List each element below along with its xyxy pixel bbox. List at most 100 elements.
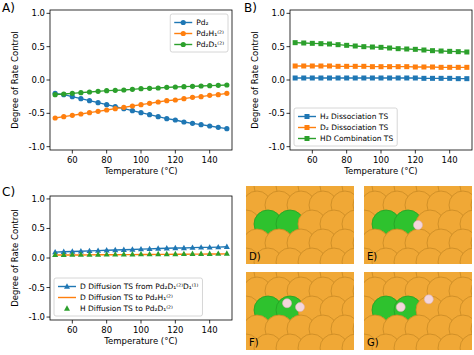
data-point xyxy=(86,251,92,256)
y-tick-label: 0.0 xyxy=(31,253,45,263)
legend-label: Pd₂H₁⁽²⁾ xyxy=(196,29,224,38)
y-tick xyxy=(47,46,51,47)
h-atom xyxy=(414,221,423,230)
x-tick-label: 140 xyxy=(442,155,458,165)
legend-box xyxy=(54,278,202,316)
au-atom xyxy=(246,334,260,350)
data-point xyxy=(336,42,341,47)
data-point xyxy=(224,244,230,249)
legend-swatch xyxy=(305,136,310,141)
data-point xyxy=(396,76,401,81)
data-point xyxy=(156,114,161,119)
data-point xyxy=(181,84,186,89)
y-tick xyxy=(287,13,291,14)
data-point xyxy=(147,251,153,256)
data-point xyxy=(190,121,195,126)
data-point xyxy=(112,251,118,256)
legend-swatch xyxy=(305,114,310,119)
data-point xyxy=(336,64,341,69)
data-point xyxy=(318,76,323,81)
data-point xyxy=(447,65,452,70)
x-tick-label: 100 xyxy=(133,155,149,165)
data-point xyxy=(61,91,66,96)
data-point xyxy=(70,91,75,96)
x-tick-label: 100 xyxy=(133,325,149,335)
data-point xyxy=(138,102,143,107)
y-tick xyxy=(47,113,51,114)
y-tick xyxy=(47,146,51,147)
x-axis-label: Temperature (°C) xyxy=(343,166,417,176)
y-tick-label: -1.0 xyxy=(28,312,45,322)
data-point xyxy=(95,251,101,256)
data-point xyxy=(164,245,170,250)
x-tick xyxy=(141,150,142,154)
chart-panel: C)6080100120140-1.0-0.50.00.51.0Temperat… xyxy=(2,185,232,346)
surface xyxy=(364,186,472,264)
data-point xyxy=(447,49,452,54)
data-point xyxy=(318,64,323,69)
data-point xyxy=(387,46,392,51)
data-point xyxy=(353,76,358,81)
data-point xyxy=(207,244,213,249)
panel-label: C) xyxy=(2,185,15,199)
data-point xyxy=(370,76,375,81)
data-point xyxy=(379,45,384,50)
data-point xyxy=(147,112,152,117)
data-point xyxy=(301,76,306,81)
data-point xyxy=(95,100,100,105)
data-point xyxy=(181,119,186,124)
data-point xyxy=(156,85,161,90)
data-point xyxy=(207,250,213,255)
legend-swatch xyxy=(58,297,76,298)
y-tick xyxy=(287,146,291,147)
x-tick xyxy=(72,320,73,324)
data-point xyxy=(361,64,366,69)
data-point xyxy=(413,47,418,52)
data-point xyxy=(61,114,66,119)
data-point xyxy=(70,113,75,118)
data-point xyxy=(310,41,315,46)
structure-image: D) xyxy=(210,153,381,276)
data-point xyxy=(130,87,135,92)
data-point xyxy=(198,83,203,88)
data-point xyxy=(430,48,435,53)
data-point xyxy=(95,89,100,94)
data-point xyxy=(104,251,110,256)
structure-image: G) xyxy=(328,239,474,355)
data-point xyxy=(164,98,169,103)
y-tick-label: 0.0 xyxy=(31,75,45,85)
data-point xyxy=(172,245,178,250)
data-point xyxy=(173,84,178,89)
x-tick-label: 120 xyxy=(407,155,423,165)
x-tick xyxy=(209,320,210,324)
data-point xyxy=(379,64,384,69)
data-point xyxy=(224,82,229,87)
x-tick xyxy=(449,150,450,154)
panel-label: F) xyxy=(249,337,259,348)
data-point xyxy=(404,47,409,52)
data-point xyxy=(78,251,84,256)
au-atom xyxy=(246,248,260,264)
data-point xyxy=(301,64,306,69)
data-point xyxy=(78,111,83,116)
data-point xyxy=(155,245,161,250)
data-point xyxy=(421,48,426,53)
data-point xyxy=(121,105,126,110)
data-point xyxy=(129,251,135,256)
data-point xyxy=(413,65,418,70)
y-tick-label: -0.5 xyxy=(28,108,45,118)
h-atom xyxy=(296,303,305,312)
data-point xyxy=(216,92,221,97)
data-point xyxy=(113,88,118,93)
data-point xyxy=(216,125,221,130)
data-point xyxy=(327,76,332,81)
data-point xyxy=(293,64,298,69)
data-point xyxy=(78,90,83,95)
plot-area xyxy=(293,40,470,81)
x-tick-label: 100 xyxy=(373,155,389,165)
data-point xyxy=(181,96,186,101)
data-point xyxy=(301,41,306,46)
data-point xyxy=(181,251,187,256)
legend-label: Pd₂D₁⁽²⁾ xyxy=(196,40,224,49)
x-axis-label: Temperature (°C) xyxy=(103,336,177,346)
